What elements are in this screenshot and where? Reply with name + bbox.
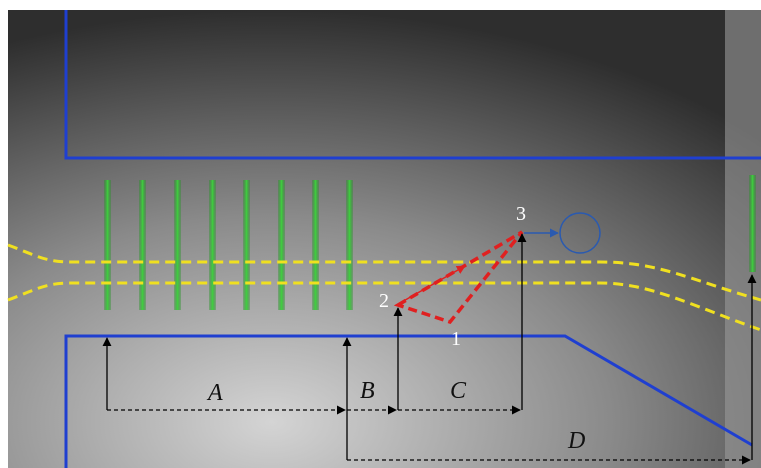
point-label: 3 [516, 203, 526, 225]
bar [139, 180, 146, 310]
dimension-label: B [360, 378, 375, 404]
bar [243, 180, 250, 310]
bar [346, 180, 353, 310]
bar [209, 180, 216, 310]
bar [749, 175, 756, 272]
point-label: 1 [451, 328, 461, 350]
dimension-label: A [206, 380, 223, 406]
point-label: 2 [379, 290, 389, 312]
bar [278, 180, 285, 310]
dimension-label: D [567, 428, 585, 454]
bar [104, 180, 111, 310]
bar [312, 180, 319, 310]
micrograph [8, 10, 761, 468]
dimension-label: C [450, 378, 467, 404]
bar [174, 180, 181, 310]
figure: A B C D 1 2 3 [0, 0, 761, 468]
